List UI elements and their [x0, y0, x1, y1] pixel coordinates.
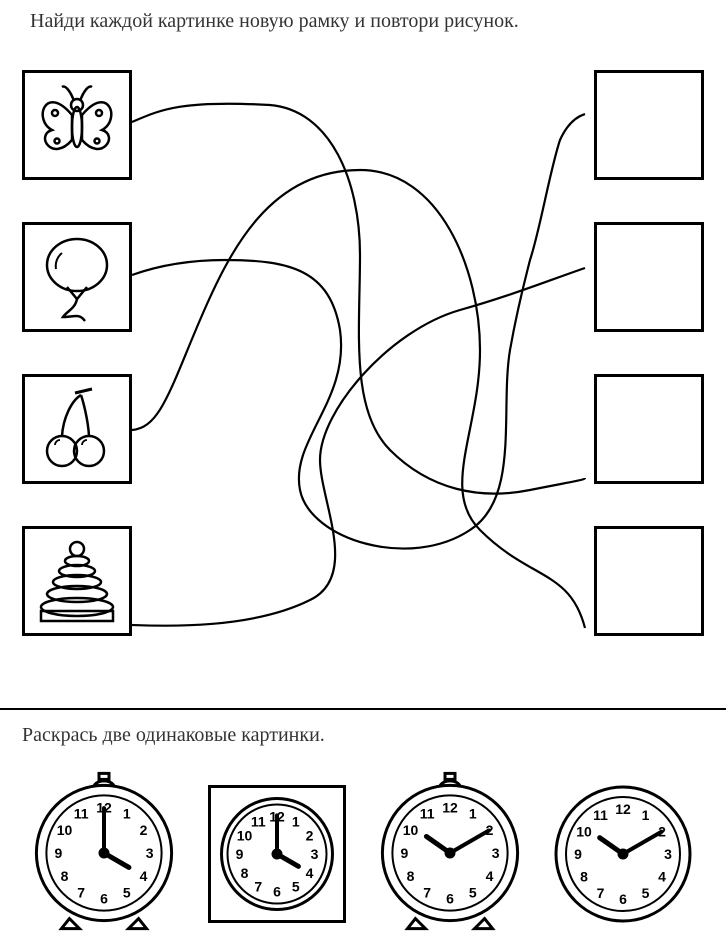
svg-text:5: 5	[122, 884, 130, 900]
svg-text:5: 5	[641, 885, 649, 901]
maze-lines-area	[130, 70, 586, 690]
svg-text:9: 9	[54, 845, 62, 861]
clock-icon: 123456789101112	[202, 777, 352, 937]
balloon-icon	[27, 227, 127, 327]
svg-text:7: 7	[254, 878, 262, 894]
svg-text:1: 1	[122, 806, 130, 822]
right-empty-column	[594, 70, 704, 678]
svg-text:1: 1	[468, 806, 476, 822]
left-picture-column	[22, 70, 132, 678]
svg-text:7: 7	[423, 884, 431, 900]
clock-icon: 123456789101112	[24, 767, 184, 937]
picture-box-cherries	[22, 374, 132, 484]
pyramid-toy-icon	[27, 531, 127, 631]
clock-icon: 123456789101112	[548, 777, 698, 937]
svg-text:2: 2	[305, 827, 313, 843]
task1-instruction: Найди каждой картинке новую рамку и повт…	[0, 0, 726, 33]
svg-text:6: 6	[619, 891, 627, 907]
svg-text:10: 10	[576, 824, 592, 840]
empty-frame-2	[594, 222, 704, 332]
butterfly-icon	[27, 75, 127, 175]
svg-text:9: 9	[400, 845, 408, 861]
svg-text:9: 9	[235, 846, 243, 862]
svg-text:3: 3	[310, 846, 318, 862]
empty-frame-4	[594, 526, 704, 636]
picture-box-butterfly	[22, 70, 132, 180]
svg-text:6: 6	[273, 884, 281, 900]
svg-text:1: 1	[291, 814, 299, 830]
picture-box-pyramid-toy	[22, 526, 132, 636]
clock-1: 123456789101112	[22, 767, 185, 937]
task1-section: Найди каждой картинке новую рамку и повт…	[0, 0, 726, 710]
svg-text:3: 3	[145, 845, 153, 861]
svg-text:12: 12	[615, 801, 631, 817]
clock-4: 123456789101112	[541, 777, 704, 937]
svg-text:7: 7	[596, 885, 604, 901]
task2-section: Раскрась две одинаковые картинки. 123456…	[0, 710, 726, 937]
empty-frame-3	[594, 374, 704, 484]
picture-box-balloon	[22, 222, 132, 332]
empty-frame-1	[594, 70, 704, 180]
svg-text:4: 4	[139, 868, 147, 884]
svg-text:4: 4	[305, 865, 313, 881]
clock-icon: 123456789101112	[370, 767, 530, 937]
svg-text:11: 11	[419, 806, 434, 822]
svg-text:10: 10	[56, 822, 72, 838]
maze-svg	[130, 70, 586, 690]
svg-text:6: 6	[446, 891, 454, 907]
svg-text:10: 10	[236, 827, 252, 843]
task2-instruction: Раскрась две одинаковые картинки.	[22, 724, 704, 747]
clock-3: 123456789101112	[368, 767, 531, 937]
svg-text:5: 5	[291, 878, 299, 894]
svg-text:8: 8	[580, 869, 588, 885]
svg-text:2: 2	[139, 822, 147, 838]
svg-text:8: 8	[240, 865, 248, 881]
svg-text:3: 3	[664, 846, 672, 862]
svg-text:9: 9	[574, 846, 582, 862]
clock-row: 1234567891011121234567891011121234567891…	[22, 767, 704, 937]
svg-text:11: 11	[593, 807, 608, 823]
svg-text:6: 6	[100, 891, 108, 907]
cherries-icon	[27, 379, 127, 479]
svg-text:4: 4	[658, 869, 666, 885]
svg-text:11: 11	[250, 814, 265, 830]
svg-text:12: 12	[442, 799, 458, 815]
svg-text:1: 1	[641, 807, 649, 823]
svg-text:7: 7	[77, 884, 85, 900]
clock-2: 123456789101112	[195, 777, 358, 937]
worksheet-page: Найди каждой картинке новую рамку и повт…	[0, 0, 726, 944]
svg-text:11: 11	[73, 806, 88, 822]
svg-text:5: 5	[468, 884, 476, 900]
svg-text:10: 10	[402, 822, 418, 838]
svg-text:8: 8	[406, 868, 414, 884]
svg-text:4: 4	[485, 868, 493, 884]
svg-text:3: 3	[491, 845, 499, 861]
svg-text:8: 8	[60, 868, 68, 884]
